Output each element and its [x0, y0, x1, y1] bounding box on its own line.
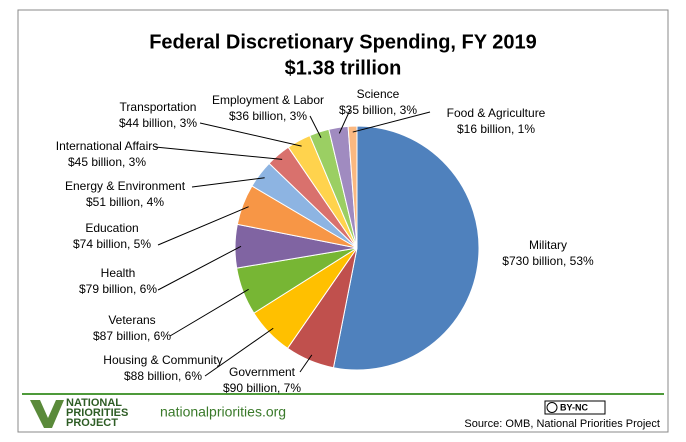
slice-label: Energy & Environment	[65, 179, 186, 193]
pie-slice	[332, 125, 480, 371]
footer-url: nationalpriorities.org	[160, 404, 286, 420]
slice-label: Government	[229, 365, 296, 379]
data-label: $90 billion, 7%	[223, 381, 301, 395]
leader-line	[154, 146, 283, 160]
leader-line	[199, 122, 302, 147]
logo-text: NATIONAL	[66, 397, 122, 409]
leader-line	[309, 115, 322, 138]
logo-text: PROJECT	[66, 417, 118, 429]
leader-line	[157, 206, 249, 246]
license-badge	[544, 400, 606, 415]
slice-label: Housing & Community	[103, 353, 222, 367]
slice-label: Military	[529, 238, 567, 252]
data-label: $16 billion, 1%	[457, 122, 535, 136]
leader-line	[157, 245, 242, 291]
logo-text: PRIORITIES	[66, 407, 128, 419]
logo: NATIONAL PRIORITIES PROJECT	[30, 397, 128, 429]
data-label: $79 billion, 6%	[79, 282, 157, 296]
data-label: $36 billion, 3%	[229, 109, 307, 123]
slice-label: Education	[85, 221, 138, 235]
slice-label: Food & Agriculture	[447, 106, 546, 120]
data-label: $87 billion, 6%	[93, 329, 171, 343]
leader-line	[169, 288, 249, 337]
data-label: $35 billion, 3%	[339, 103, 417, 117]
data-label: $51 billion, 4%	[86, 195, 164, 209]
leader-line	[299, 354, 313, 373]
slice-label: Transportation	[120, 100, 197, 114]
data-label: $45 billion, 3%	[68, 155, 146, 169]
slice-label: Veterans	[108, 313, 155, 327]
data-label: $74 billion, 5%	[73, 237, 151, 251]
leader-line	[191, 177, 265, 188]
chart-subtitle: $1.38 trillion	[285, 57, 402, 79]
logo-mark	[30, 400, 64, 428]
chart-title: Federal Discretionary Spending, FY 2019	[149, 31, 537, 53]
data-label: $44 billion, 3%	[119, 116, 197, 130]
leader-line	[204, 327, 274, 377]
data-label: $88 billion, 6%	[124, 369, 202, 383]
leader-line	[352, 111, 431, 133]
license-text: BY-NC	[560, 402, 589, 412]
footer-source: Source: OMB, National Priorities Project	[464, 418, 660, 430]
license-icon	[546, 402, 558, 413]
slice-label: Health	[101, 266, 136, 280]
data-label: $730 billion, 53%	[502, 254, 594, 268]
slice-label: International Affairs	[56, 139, 159, 153]
pie-slice	[347, 125, 358, 249]
slice-label: Science	[357, 87, 400, 101]
slice-label: Employment & Labor	[212, 93, 324, 107]
leader-line	[338, 109, 351, 134]
